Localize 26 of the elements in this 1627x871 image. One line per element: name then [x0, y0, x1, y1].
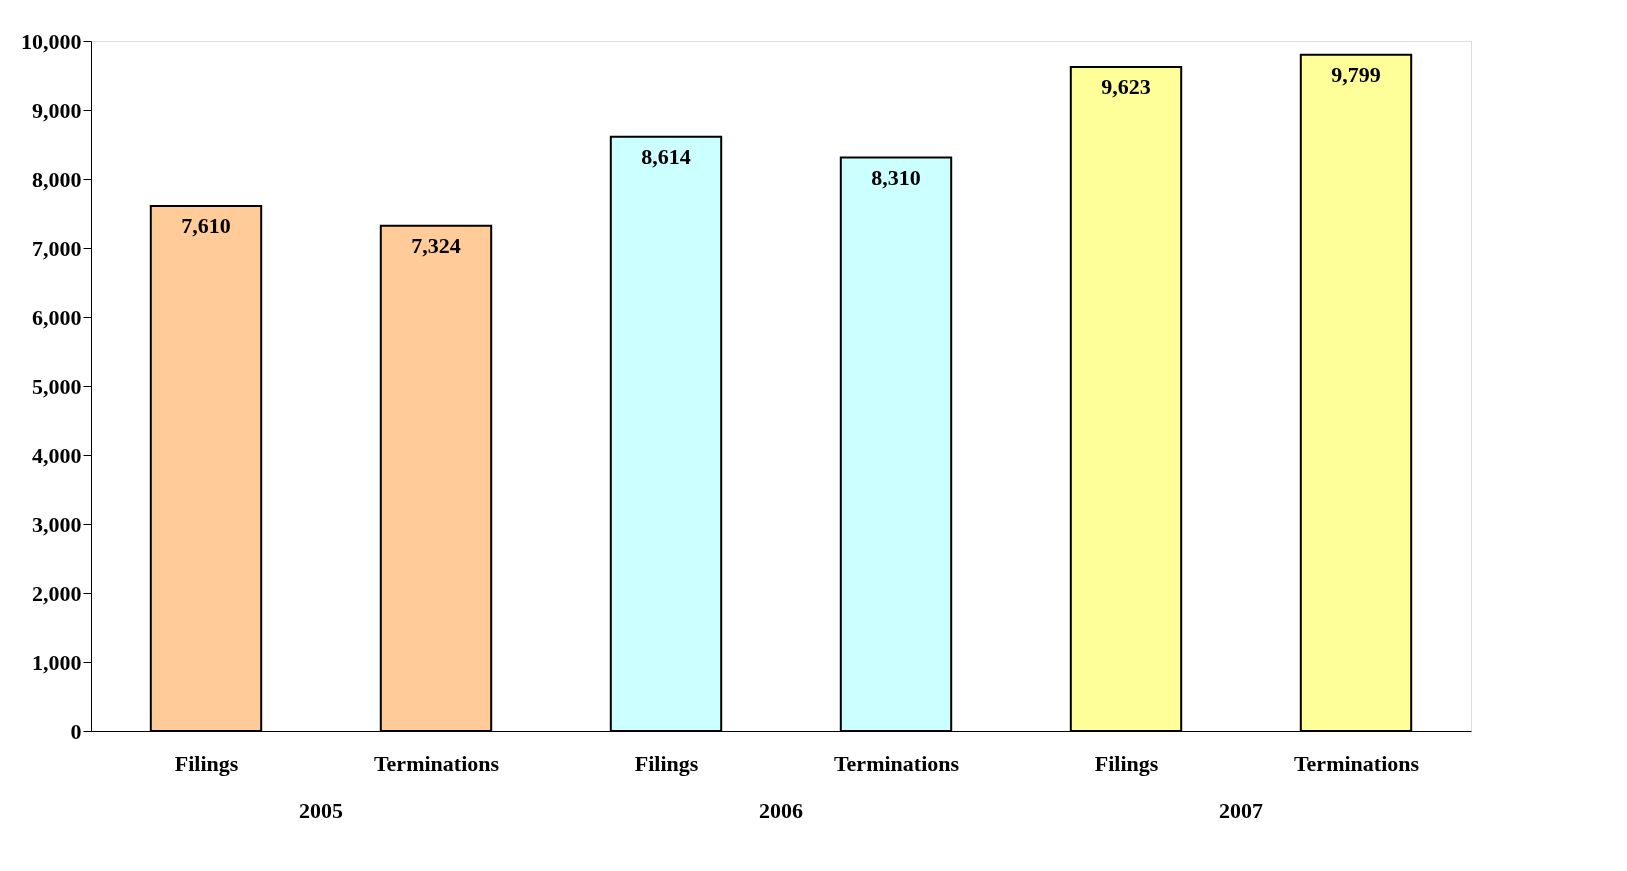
data-label: 7,610 — [181, 212, 231, 238]
x-tick-label: Filings — [1094, 750, 1159, 776]
data-label: 9,623 — [1101, 74, 1151, 100]
x-tick-label: Filings — [634, 750, 699, 776]
y-tick-label: 0 — [70, 718, 82, 744]
x-tick-label: Terminations — [373, 750, 500, 776]
y-tick-label: 8,000 — [32, 166, 82, 192]
y-tick-label: 1,000 — [32, 649, 82, 675]
y-tick-label: 2,000 — [32, 580, 82, 606]
x-tick-label: Terminations — [1293, 750, 1420, 776]
y-tick-label: 3,000 — [32, 511, 82, 537]
y-tick-label: 7,000 — [32, 235, 82, 261]
y-tick-label: 4,000 — [32, 442, 82, 468]
text: 2005 — [299, 798, 343, 823]
data-label: 7,324 — [411, 232, 461, 258]
y-tick-label: 6,000 — [32, 304, 82, 330]
text: 2007 — [1219, 798, 1263, 823]
data-label: 8,614 — [641, 143, 691, 169]
y-tick-label: 5,000 — [32, 373, 82, 399]
y-tick-label: 10,000 — [21, 28, 82, 54]
x-tick-label: Filings — [174, 750, 239, 776]
y-tick-label: 9,000 — [32, 97, 82, 123]
x-tick-label: Terminations — [833, 750, 960, 776]
data-label: 9,799 — [1331, 61, 1381, 87]
data-label: 8,310 — [871, 164, 921, 190]
text: 2006 — [759, 798, 803, 823]
